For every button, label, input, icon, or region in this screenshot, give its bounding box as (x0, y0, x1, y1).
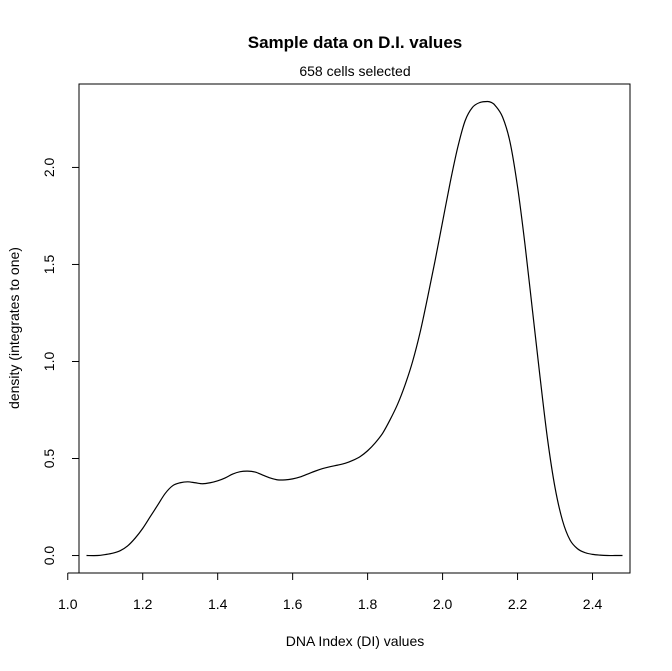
x-tick-label: 1.4 (208, 596, 228, 612)
chart-subtitle: 658 cells selected (299, 63, 410, 79)
x-tick-label: 2.0 (433, 596, 453, 612)
y-tick-label: 1.5 (41, 255, 57, 275)
y-tick-label: 1.0 (41, 352, 57, 372)
density-curve (86, 100, 623, 557)
y-tick-label: 2.0 (41, 157, 57, 177)
x-tick-label: 2.2 (508, 596, 528, 612)
x-axis: 1.0 1.2 1.4 1.6 1.8 2.0 2.2 2.4 (58, 572, 603, 612)
x-tick-label: 1.0 (58, 596, 78, 612)
y-tick-label: 0.0 (41, 546, 57, 566)
x-tick-label: 2.4 (583, 596, 603, 612)
x-tick-label: 1.2 (133, 596, 153, 612)
y-axis: 0.0 0.5 1.0 1.5 2.0 (41, 157, 80, 566)
chart-title: Sample data on D.I. values (248, 33, 462, 52)
x-axis-label: DNA Index (DI) values (286, 633, 425, 649)
y-tick-label: 0.5 (41, 449, 57, 469)
y-axis-label: density (integrates to one) (6, 247, 22, 409)
x-tick-label: 1.8 (358, 596, 378, 612)
x-tick-label: 1.6 (283, 596, 303, 612)
